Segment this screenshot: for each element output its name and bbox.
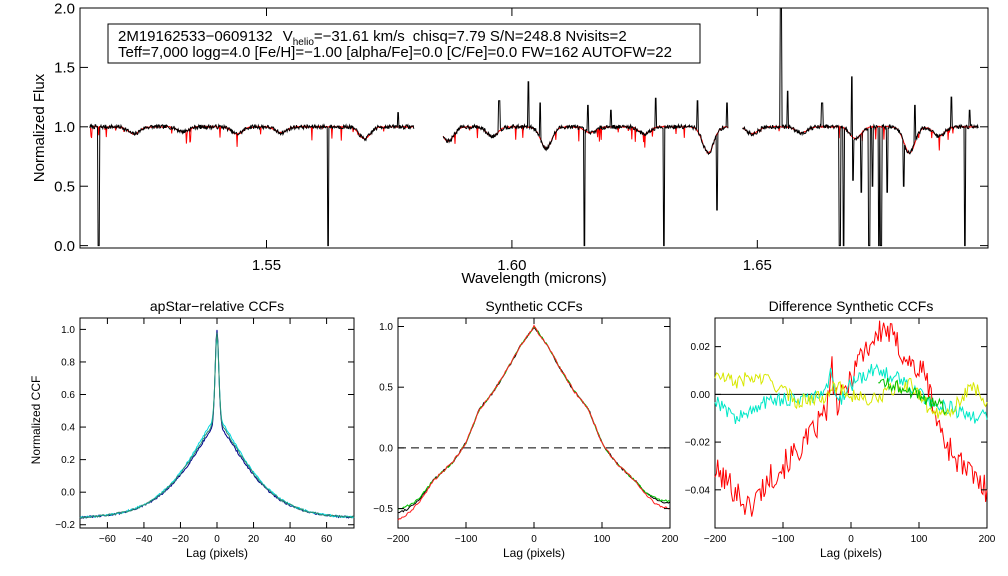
synthetic-ccf-title: Synthetic CCFs	[485, 298, 582, 314]
apstar-ccf-series-line	[79, 336, 355, 519]
annotation-stats: chisq=7.79 S/N=248.8 Nvisits=2	[413, 28, 627, 45]
synthetic-ccf-series-line	[397, 326, 671, 514]
apstar-ccf-y-tick-label: 0.4	[61, 423, 75, 434]
difference-ccf-x-tick-label: −100	[772, 534, 795, 545]
spectrum-y-tick-label: 1.0	[54, 119, 75, 136]
synthetic-ccf-x-tick-label: 100	[594, 534, 611, 545]
spectrum-y-tick-label: 1.5	[54, 60, 75, 77]
apstar-ccf-panel: apStar−relative CCFs −60 −40 −20 0 20 40 60 −0.…	[29, 298, 355, 560]
spectrum-plot-body	[89, 7, 979, 247]
apstar-ccf-series-line	[79, 329, 355, 520]
apstar-ccf-x-tick-label: 0	[214, 534, 220, 545]
apstar-ccf-title: apStar−relative CCFs	[150, 298, 284, 314]
apstar-ccf-body	[79, 329, 355, 520]
difference-ccf-body	[714, 320, 988, 517]
apstar-ccf-x-tick-label: 20	[248, 534, 260, 545]
difference-ccf-x-label: Lag (pixels)	[820, 546, 882, 560]
apstar-ccf-frame	[79, 317, 355, 529]
spectrum-y-tick-label: 0.0	[54, 238, 75, 255]
difference-ccf-axes: −200 −100 0 100 200 −0.04 −0.02 0.00 0.02	[685, 318, 996, 545]
apstar-ccf-series-line	[79, 332, 355, 519]
synthetic-ccf-frame	[397, 317, 671, 529]
annotation-star-id: 2M19162533−0609132	[118, 28, 273, 45]
apstar-ccf-y-tick-label: 0.6	[61, 390, 75, 401]
difference-ccf-x-tick-label: 100	[911, 534, 928, 545]
difference-ccf-y-tick-label: −0.02	[685, 438, 711, 449]
synthetic-ccf-series-line	[397, 326, 671, 510]
difference-ccf-y-tick-label: 0.00	[691, 390, 711, 401]
spectrum-panel: 2M19162533−0609132 Vhelio=−31.61 km/s chis…	[31, 0, 989, 287]
spectrum-observed-line	[89, 7, 979, 247]
apstar-ccf-y-tick-label: 0.0	[61, 488, 75, 499]
difference-ccf-title: Difference Synthetic CCFs	[769, 298, 934, 314]
synthetic-ccf-x-tick-label: −100	[455, 534, 478, 545]
synthetic-ccf-y-tick-label: 0.5	[379, 383, 393, 394]
annotation-v-sub: helio	[293, 37, 315, 48]
synthetic-ccf-series-line	[397, 324, 671, 521]
difference-ccf-frame	[714, 317, 988, 529]
synthetic-ccf-axes: −200 −100 0 100 200 −0.5 0.0 0.5 1.0	[373, 318, 679, 545]
annotation-box	[107, 23, 701, 64]
synthetic-ccf-y-tick-label: −0.5	[373, 504, 393, 515]
spectrum-plot-frame	[79, 7, 989, 249]
difference-ccf-panel: Difference Synthetic CCFs −200 −100 0 100 20…	[685, 298, 996, 560]
spectrum-x-tick-label: 1.65	[743, 257, 772, 274]
apstar-ccf-y-tick-label: −0.2	[55, 520, 75, 531]
spectrum-y-tick-label: 0.5	[54, 178, 75, 195]
apstar-ccf-y-label: Normalized CCF	[29, 376, 43, 465]
difference-ccf-x-tick-label: 0	[848, 534, 854, 545]
synthetic-ccf-panel: Synthetic CCFs −200 −100 0 100 200 −0.5 0.0 0.5…	[373, 298, 679, 560]
synthetic-ccf-y-tick-label: 0.0	[379, 443, 393, 454]
synthetic-ccf-y-tick-label: 1.0	[379, 322, 393, 333]
difference-ccf-series-line	[878, 377, 947, 416]
spectrum-x-label: Wavelength (microns)	[461, 270, 606, 287]
apstar-ccf-axes: −60 −40 −20 0 20 40 60 −0.2 0.0 0.2 0.4 0.6 0.8 1.0	[55, 318, 354, 545]
difference-ccf-series-line	[714, 372, 988, 419]
difference-ccf-x-tick-label: −200	[704, 534, 727, 545]
annotation-v-value: =−31.61 km/s	[314, 28, 405, 45]
apstar-ccf-x-tick-label: 40	[285, 534, 297, 545]
apstar-ccf-x-tick-label: −40	[135, 534, 152, 545]
apstar-ccf-y-tick-label: 1.0	[61, 325, 75, 336]
synthetic-ccf-x-tick-label: 0	[531, 534, 537, 545]
annotation-line-1: 2M19162533−0609132 Vhelio=−31.61 km/s chis…	[118, 28, 627, 48]
apstar-ccf-y-tick-label: 0.2	[61, 455, 75, 466]
spectrum-x-tick-label: 1.55	[252, 257, 281, 274]
difference-ccf-series-line	[714, 363, 988, 424]
difference-ccf-y-tick-label: 0.02	[691, 342, 711, 353]
apstar-ccf-x-tick-label: −20	[172, 534, 189, 545]
spectrum-y-label: Normalized Flux	[31, 73, 48, 182]
annotation-v-label: V	[283, 28, 293, 45]
difference-ccf-y-tick-label: −0.04	[685, 485, 711, 496]
apstar-ccf-y-tick-label: 0.8	[61, 357, 75, 368]
synthetic-ccf-body	[397, 324, 671, 521]
spectrum-axes: 1.55 1.60 1.65 0.0 0.5 1.0 1.5 2.0	[54, 0, 988, 274]
synthetic-ccf-x-tick-label: −200	[387, 534, 410, 545]
synthetic-ccf-x-label: Lag (pixels)	[503, 546, 565, 560]
apstar-ccf-x-tick-label: 60	[321, 534, 333, 545]
apstar-ccf-x-tick-label: −60	[99, 534, 116, 545]
spectrum-y-tick-label: 2.0	[54, 0, 75, 17]
synthetic-ccf-x-tick-label: 200	[662, 534, 679, 545]
spectrum-x-tick-label: 1.60	[497, 257, 526, 274]
annotation-line-2: Teff=7,000 logg=4.0 [Fe/H]=−1.00 [alpha/…	[118, 44, 672, 61]
difference-ccf-series-line	[714, 320, 988, 517]
apstar-ccf-x-label: Lag (pixels)	[186, 546, 248, 560]
difference-ccf-x-tick-label: 200	[979, 534, 996, 545]
